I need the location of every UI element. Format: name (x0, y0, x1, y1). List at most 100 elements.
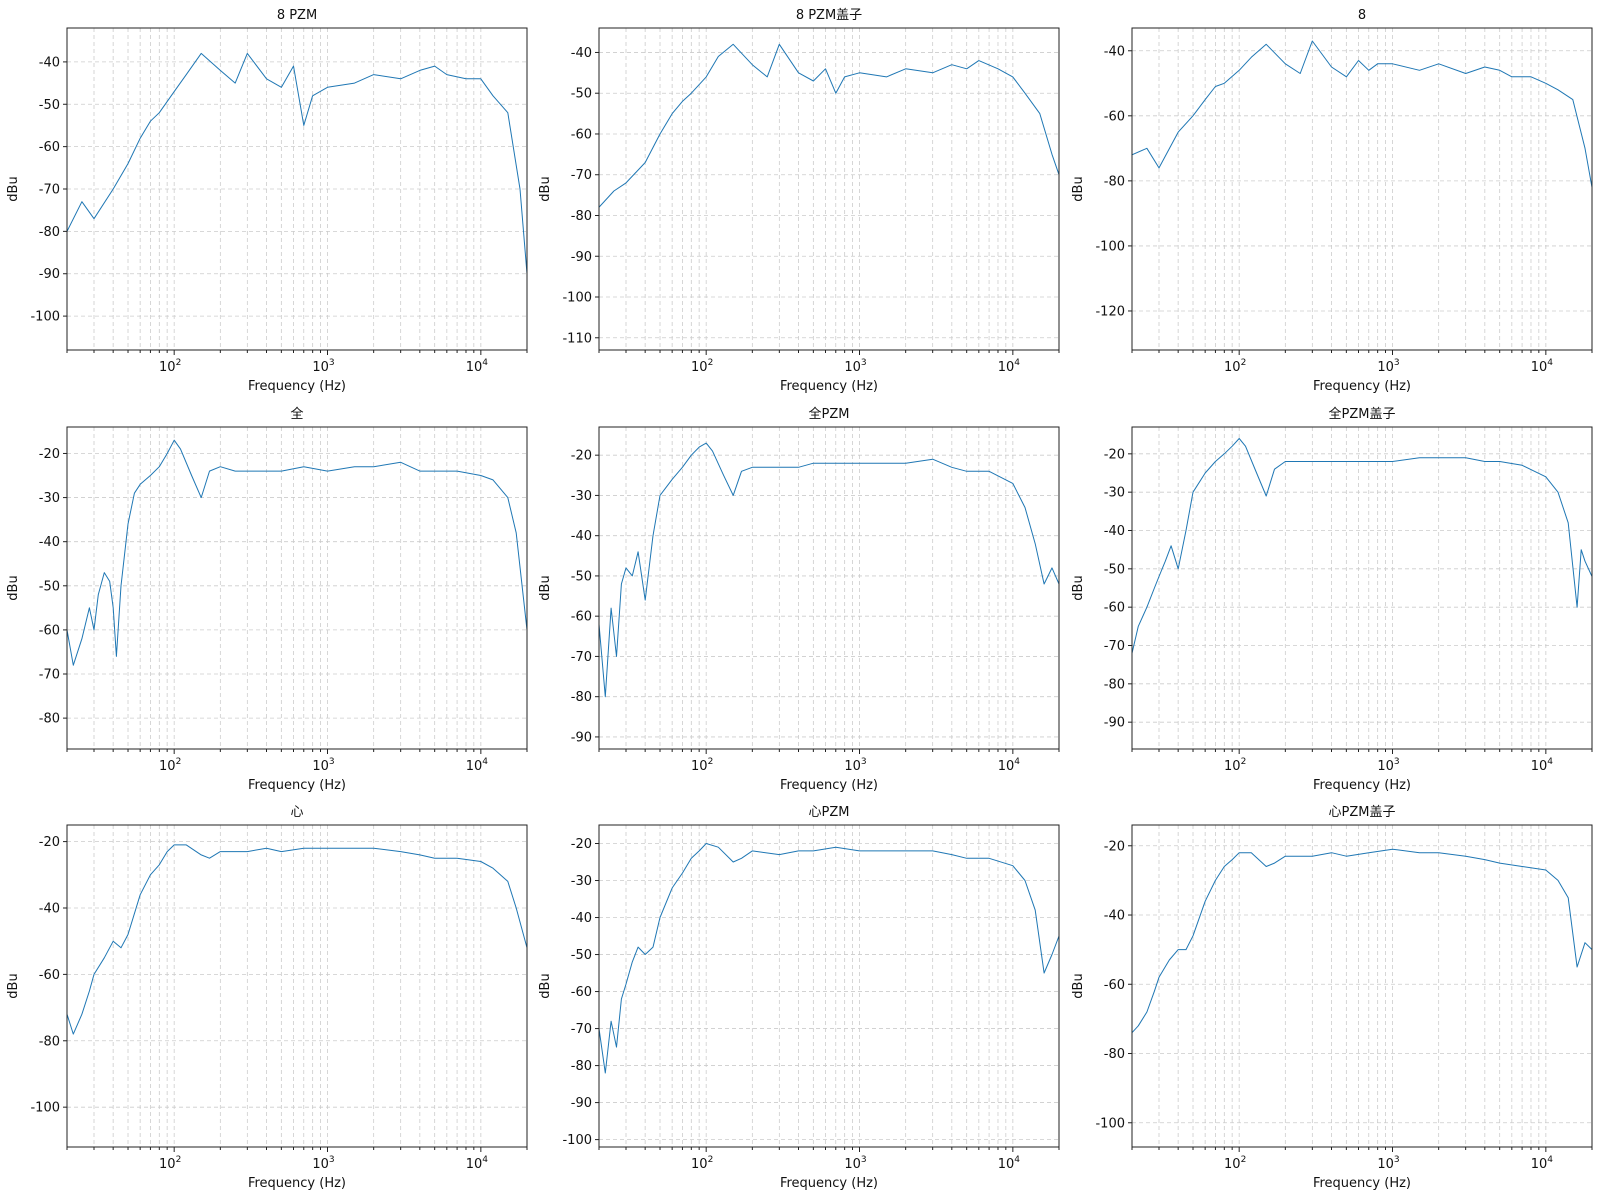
axes-frame (598, 27, 1060, 351)
axes-frame (1131, 27, 1593, 351)
y-tick-label: -80 (571, 1059, 592, 1074)
frequency-response-line (1132, 438, 1592, 654)
subplot-8: -20 -30 -40 -50 -60 -70 -80 -90 -100 102 103 104 心PZ… (538, 805, 1060, 1191)
y-tick-label: -70 (39, 183, 60, 198)
y-tick-label: -100 (1095, 1116, 1125, 1131)
y-tick-label: -80 (1104, 174, 1125, 189)
chart-title: 心PZM盖子 (1329, 805, 1396, 820)
frequency-response-line (67, 844, 527, 1035)
x-axis-label: Frequency (Hz) (248, 778, 346, 793)
subplot-1: -40 -50 -60 -70 -80 -90 -100 102 103 104 8 PZM Freq… (6, 8, 528, 394)
axes-frame (598, 426, 1060, 750)
y-tick-label: -50 (39, 98, 60, 113)
y-tick-label: -100 (562, 1133, 592, 1148)
subplot-3: -40 -60 -80 -100 -120 102 103 104 8 Frequency (Hz… (1071, 8, 1593, 394)
y-tick-label: -100 (1095, 239, 1125, 254)
chart-title: 全 (290, 406, 303, 422)
y-axis-label: dBu (538, 176, 553, 201)
y-tick-label: -50 (39, 579, 60, 594)
axes-frame (1131, 426, 1593, 750)
y-tick-label: -60 (1104, 601, 1125, 616)
subplot-4: -20 -30 -40 -50 -60 -70 -80 102 103 104 全 Frequency… (6, 406, 528, 793)
x-axis-label: Frequency (Hz) (248, 379, 346, 394)
y-tick-label: -20 (39, 835, 60, 850)
y-tick-label: -30 (571, 489, 592, 504)
y-tick-label: -90 (39, 267, 60, 282)
y-tick-label: -30 (571, 874, 592, 889)
y-tick-label: -40 (571, 46, 592, 61)
axes-frame (1131, 824, 1593, 1148)
y-tick-label: -60 (571, 610, 592, 625)
y-axis-label: dBu (6, 176, 21, 201)
axes-frame (66, 824, 528, 1148)
subplot-9: -20 -40 -60 -80 -100 102 103 104 心PZM盖子 Frequency… (1071, 805, 1593, 1191)
y-tick-label: -120 (1095, 304, 1125, 319)
y-tick-label: -60 (39, 140, 60, 155)
x-tick-label: 103 (844, 358, 866, 375)
y-tick-label: -20 (571, 837, 592, 852)
y-axis-label: dBu (6, 575, 21, 600)
subplot-6: -20 -30 -40 -50 -60 -70 -80 -90 102 103 104 全PZM盖子 F… (1071, 406, 1593, 793)
frequency-response-line (599, 843, 1059, 1074)
y-tick-label: -40 (571, 529, 592, 544)
y-axis-label: dBu (1071, 176, 1086, 201)
y-tick-label: -20 (39, 447, 60, 462)
x-tick-label: 102 (691, 1155, 713, 1172)
y-axis-label: dBu (538, 973, 553, 998)
y-tick-label: -70 (571, 1022, 592, 1037)
x-axis-label: Frequency (Hz) (1313, 778, 1411, 793)
y-tick-label: -80 (39, 712, 60, 727)
x-tick-label: 103 (312, 757, 334, 774)
y-tick-label: -40 (1104, 524, 1125, 539)
x-axis-label: Frequency (Hz) (248, 1176, 346, 1191)
y-tick-label: -50 (1104, 562, 1125, 577)
x-tick-label: 103 (1377, 1155, 1399, 1172)
y-axis-label: dBu (1071, 973, 1086, 998)
x-tick-label: 104 (1531, 1155, 1554, 1172)
y-tick-label: -20 (571, 449, 592, 464)
subplot-5: -20 -30 -40 -50 -60 -70 -80 -90 102 103 104 全PZM Fre… (538, 406, 1060, 793)
chart-title: 8 (1358, 8, 1366, 23)
x-tick-label: 102 (1224, 757, 1246, 774)
subplot-2: -40 -50 -60 -70 -80 -90 -100 -110 102 103 104 8 PZM… (538, 8, 1060, 394)
x-tick-label: 103 (312, 358, 334, 375)
frequency-response-line (1132, 848, 1592, 1034)
x-tick-label: 102 (159, 1155, 181, 1172)
y-tick-label: -90 (571, 250, 592, 265)
x-tick-label: 103 (844, 757, 866, 774)
y-tick-label: -50 (571, 569, 592, 584)
x-axis-label: Frequency (Hz) (780, 1176, 878, 1191)
y-tick-label: -110 (562, 331, 592, 346)
x-tick-label: 102 (691, 358, 713, 375)
y-tick-label: -60 (571, 127, 592, 142)
x-tick-label: 104 (466, 1155, 489, 1172)
x-tick-label: 104 (998, 757, 1021, 774)
chart-title: 心PZM (809, 805, 850, 820)
chart-title: 8 PZM (277, 8, 317, 23)
y-tick-label: -40 (1104, 909, 1125, 924)
y-axis-label: dBu (1071, 575, 1086, 600)
y-tick-label: -80 (571, 690, 592, 705)
y-tick-label: -70 (39, 668, 60, 683)
chart-title: 心 (290, 805, 303, 820)
x-tick-label: 104 (1531, 358, 1554, 375)
y-tick-label: -80 (39, 225, 60, 240)
y-tick-label: -30 (1104, 486, 1125, 501)
axes-frame (598, 824, 1060, 1148)
chart-title: 8 PZM盖子 (796, 8, 862, 23)
y-tick-label: -80 (571, 209, 592, 224)
x-axis-label: Frequency (Hz) (1313, 1176, 1411, 1191)
frequency-response-line (599, 442, 1059, 698)
frequency-response-line (1132, 40, 1592, 188)
x-axis-label: Frequency (Hz) (1313, 379, 1411, 394)
x-tick-label: 104 (466, 757, 489, 774)
y-tick-label: -20 (1104, 447, 1125, 462)
y-tick-label: -70 (571, 650, 592, 665)
y-tick-label: -80 (39, 1034, 60, 1049)
y-tick-label: -70 (1104, 639, 1125, 654)
subplot-7: -20 -40 -60 -80 -100 102 103 104 心 Frequency (Hz)… (6, 805, 528, 1191)
x-tick-label: 102 (159, 757, 181, 774)
chart-title: 全PZM盖子 (1329, 406, 1396, 422)
x-tick-label: 104 (466, 358, 489, 375)
